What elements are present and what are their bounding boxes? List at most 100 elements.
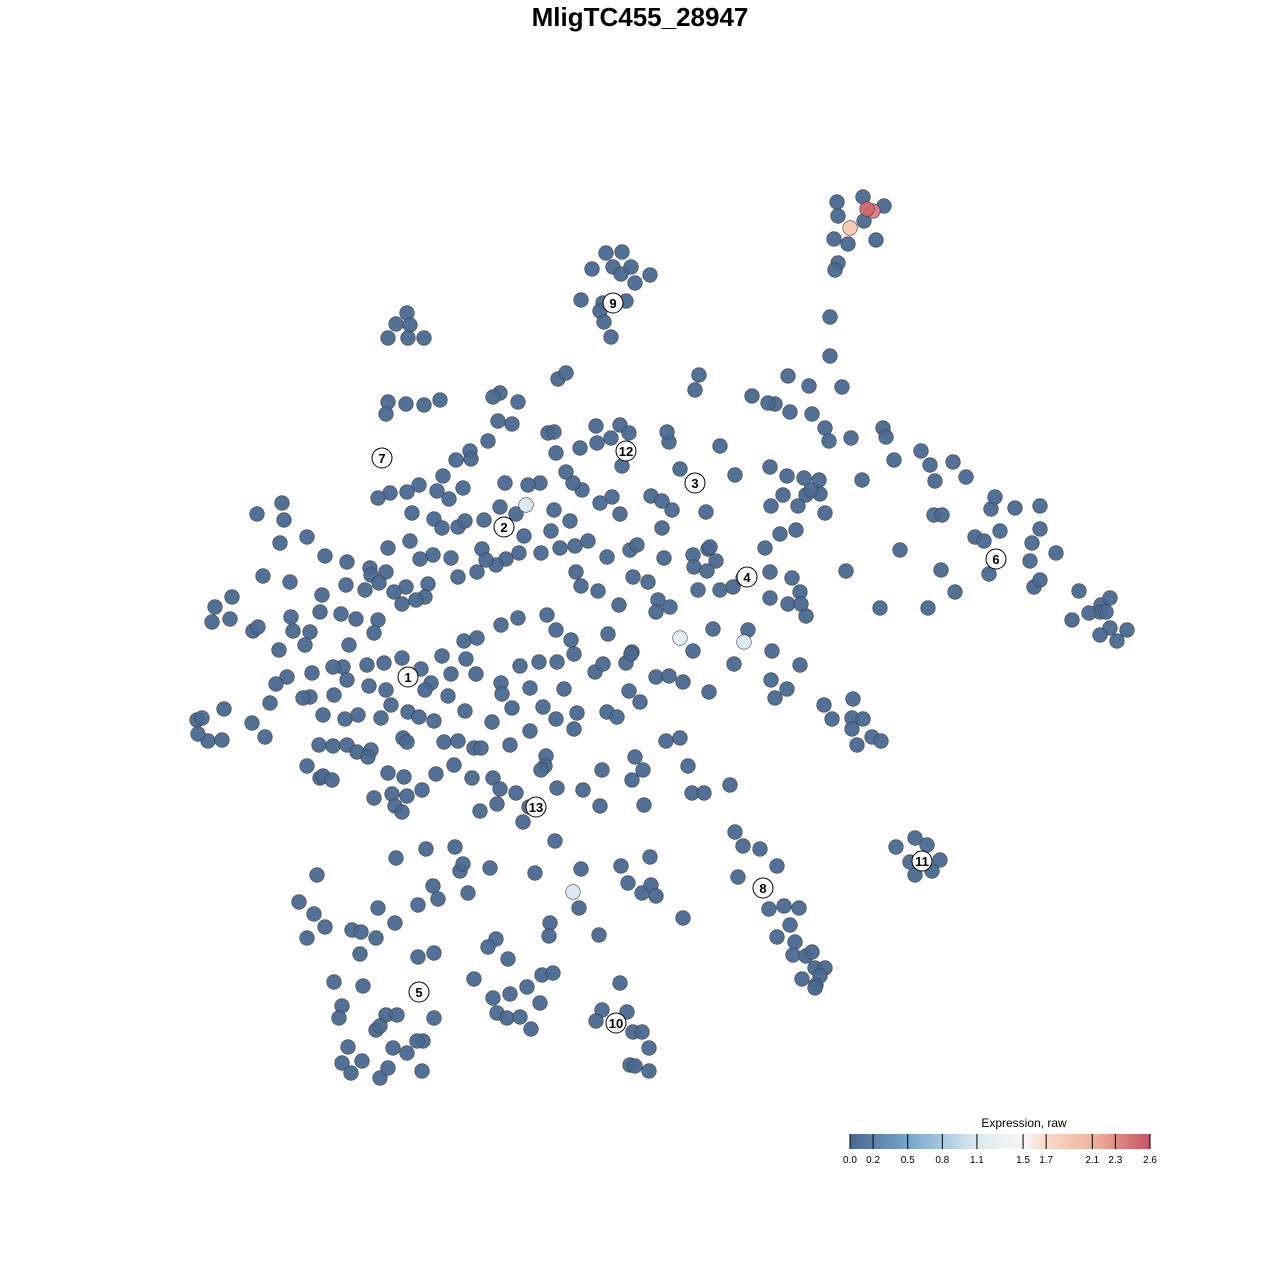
data-point [425,878,441,894]
data-point [763,498,779,514]
data-point [933,562,949,578]
data-point [207,599,223,615]
data-point [594,762,610,778]
data-point [632,694,648,710]
data-point [547,833,563,849]
data-point [473,740,489,756]
cluster-label-badge [397,666,419,688]
data-point [817,420,833,436]
data-point [389,1007,405,1023]
data-point [596,314,612,330]
data-point [588,418,604,434]
data-point [580,533,596,549]
colorbar [850,1134,1150,1149]
data-point [478,552,494,568]
data-point [641,1063,657,1079]
data-point [299,930,315,946]
data-point [485,990,501,1006]
data-point [780,368,796,384]
data-point [598,245,614,261]
cluster-label: 5 [408,981,430,1003]
data-point [282,574,298,590]
data-point [357,582,373,598]
data-point [708,553,724,569]
data-point [624,772,640,788]
cluster-label-badge [911,850,933,872]
cluster-label: 6 [985,548,1007,570]
data-point [539,607,555,623]
data-point [672,630,688,646]
data-point [849,737,865,753]
data-point [504,700,520,716]
data-point [947,584,963,600]
chart-title: MligTC455_28947 [531,2,749,32]
data-point [549,654,565,670]
data-point [804,944,820,960]
data-point [291,894,307,910]
data-point [385,1040,401,1056]
data-point [304,665,320,681]
data-point [380,1060,396,1076]
data-point [380,540,396,556]
data-point [434,520,450,536]
data-point [317,919,333,935]
data-point [763,672,779,688]
data-point [811,472,827,488]
data-point [378,682,394,698]
data-point [612,506,628,522]
data-point [892,542,908,558]
data-point [568,564,584,580]
data-point [744,388,760,404]
data-point [337,711,353,727]
data-point [548,622,564,638]
data-point [485,389,501,405]
data-point [794,971,810,987]
data-point [730,869,746,885]
cluster-label-badge [408,981,430,1003]
data-point [757,540,773,556]
data-point [190,726,206,742]
data-point [315,707,331,723]
data-point [412,551,428,567]
data-point [845,691,861,707]
data-point [352,946,368,962]
data-point [518,497,534,513]
data-point [520,477,536,493]
data-point [787,934,803,950]
colorbar-tick-label: 2.3 [1108,1155,1122,1166]
data-point [834,379,850,395]
data-point [257,729,273,745]
data-point [531,654,547,670]
data-point [672,461,688,477]
data-point [388,316,404,332]
data-point [824,711,840,727]
data-point [600,626,616,642]
data-point [664,502,680,518]
data-point [504,416,520,432]
data-point [840,236,856,252]
cluster-label-text: 8 [759,881,766,896]
data-point [656,550,672,566]
data-point [370,612,386,628]
data-point [627,1058,643,1074]
data-point [816,697,832,713]
data-point [612,975,628,991]
colorbar-tick-label: 0.0 [843,1155,857,1166]
data-point [698,504,714,520]
data-point [410,949,426,965]
data-point [333,606,349,622]
data-point [466,971,482,987]
cluster-label: 12 [615,440,637,462]
data-point [516,528,532,544]
data-point [886,452,902,468]
data-point [762,590,778,606]
data-point [455,856,471,872]
data-point [274,495,290,511]
data-point [826,231,842,247]
data-point [573,292,589,308]
data-point [712,438,728,454]
data-point [821,433,837,449]
data-point [355,978,371,994]
data-point [285,623,301,639]
